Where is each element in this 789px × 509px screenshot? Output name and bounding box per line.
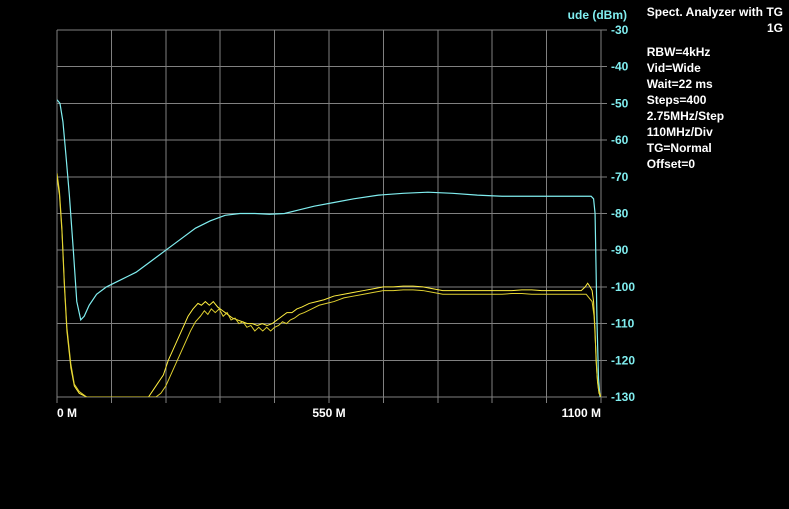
setting-per-div: 110MHz/Div [647, 124, 783, 140]
setting-rbw: RBW=4kHz [647, 44, 783, 60]
x-tick-label: 0 M [57, 406, 77, 420]
y-tick-label: -40 [611, 60, 629, 74]
y-tick-label: -100 [611, 280, 635, 294]
setting-tg: TG=Normal [647, 140, 783, 156]
instrument-subtitle: 1G [647, 20, 783, 36]
setting-wait: Wait=22 ms [647, 76, 783, 92]
y-tick-label: -90 [611, 243, 629, 257]
setting-steps: Steps=400 [647, 92, 783, 108]
y-tick-label: -50 [611, 96, 629, 110]
x-tick-label: 550 M [312, 406, 345, 420]
y-tick-label: -30 [611, 23, 629, 37]
setting-per-step: 2.75MHz/Step [647, 108, 783, 124]
y-tick-label: -60 [611, 133, 629, 147]
settings-panel: Spect. Analyzer with TG 1G RBW=4kHz Vid=… [647, 4, 783, 172]
setting-offset: Offset=0 [647, 156, 783, 172]
y-tick-label: -130 [611, 390, 635, 404]
instrument-title: Spect. Analyzer with TG [647, 4, 783, 20]
y-tick-label: -110 [611, 317, 635, 331]
y-tick-label: -70 [611, 170, 629, 184]
y-tick-label: -120 [611, 353, 635, 367]
y-tick-label: -80 [611, 207, 629, 221]
x-tick-label: 1100 M [562, 406, 601, 420]
setting-vid: Vid=Wide [647, 60, 783, 76]
spectrum-chart: -30 -40 -50 -60 -70 -80 -90 -100 -110 -120 -130 0 M… [0, 0, 641, 437]
